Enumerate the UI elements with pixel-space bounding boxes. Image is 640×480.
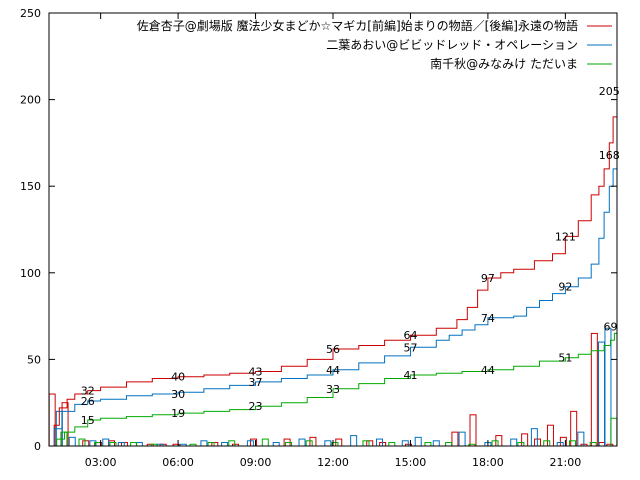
- data-label: 51: [558, 352, 572, 365]
- x-tick-label: 03:00: [85, 456, 117, 469]
- bar: [546, 424, 554, 447]
- bar: [221, 442, 229, 447]
- data-label: 37: [249, 376, 263, 389]
- data-label: 43: [249, 366, 263, 379]
- data-label: 205: [599, 85, 620, 98]
- data-label: 19: [171, 407, 185, 420]
- bar: [451, 431, 459, 447]
- bar: [109, 442, 117, 447]
- bar: [517, 442, 525, 447]
- x-tick-label: 15:00: [395, 456, 427, 469]
- bar: [366, 440, 374, 447]
- bar: [414, 436, 422, 447]
- bar: [362, 440, 370, 447]
- data-label: 32: [81, 385, 95, 398]
- bar: [469, 414, 477, 447]
- bar: [89, 440, 97, 447]
- legend-label: 南千秋@みなみけ ただいま: [430, 56, 578, 71]
- x-axis: 03:00 06:00 09:00 12:00 15:00 18:00 21:00: [85, 13, 581, 469]
- bar: [130, 442, 138, 447]
- legend-label: 二葉あおい@ビビッドレッド・オペレーション: [326, 38, 578, 52]
- data-label: 168: [599, 149, 620, 162]
- data-label: 57: [403, 341, 417, 354]
- bar: [491, 440, 499, 447]
- y-tick-label: 200: [20, 94, 41, 107]
- bar: [211, 442, 219, 447]
- data-label: 30: [171, 388, 185, 401]
- data-label: 69: [604, 320, 618, 333]
- bar: [82, 440, 90, 447]
- bar: [135, 442, 143, 447]
- data-label: 23: [249, 400, 263, 413]
- line-layer: [49, 90, 618, 447]
- bar: [261, 438, 269, 447]
- bar: [543, 440, 551, 447]
- data-label: 64: [403, 329, 417, 342]
- bar: [521, 433, 529, 447]
- data-label: 121: [555, 230, 576, 243]
- bar: [388, 442, 396, 447]
- bar: [610, 417, 618, 447]
- plot-frame: [48, 12, 618, 447]
- bar: [598, 341, 606, 447]
- x-tick-label: 09:00: [240, 456, 272, 469]
- data-label: 44: [326, 364, 340, 377]
- bar: [228, 440, 236, 447]
- bar: [108, 440, 116, 447]
- series-line: [49, 155, 618, 447]
- series-line: [49, 90, 618, 447]
- x-tick-label: 12:00: [317, 456, 349, 469]
- x-tick-label: 06:00: [162, 456, 194, 469]
- bar: [510, 438, 518, 447]
- x-tick-label: 21:00: [550, 456, 582, 469]
- data-label: 40: [171, 371, 185, 384]
- data-label: 97: [481, 272, 495, 285]
- series-line: [49, 326, 618, 447]
- bar: [272, 442, 280, 447]
- data-label: 44: [481, 364, 495, 377]
- bar: [324, 440, 332, 447]
- x-tick-label: 18:00: [472, 456, 504, 469]
- data-label-layer: 32 40 43 56 64 97 121 205 26 30 37 44 57 74 92 168 15 19 2…: [81, 85, 620, 427]
- data-label: 26: [81, 395, 95, 408]
- bar: [200, 440, 208, 447]
- data-label: 33: [326, 383, 340, 396]
- y-tick-label: 250: [20, 7, 41, 20]
- bar: [424, 442, 432, 447]
- legend-label: 佐倉杏子@劇場版 魔法少女まどか☆マギカ[前編]始まりの物語／[後編]永遠の物語: [137, 18, 578, 33]
- y-tick-label: 50: [27, 353, 41, 366]
- y-tick-label: 100: [20, 267, 41, 280]
- legend: 佐倉杏子@劇場版 魔法少女まどか☆マギカ[前編]始まりの物語／[後編]永遠の物語…: [137, 18, 612, 71]
- y-tick-label: 0: [34, 440, 41, 453]
- bar: [285, 442, 293, 447]
- bar: [309, 436, 317, 447]
- data-label: 41: [403, 369, 417, 382]
- bar: [68, 436, 76, 447]
- bar: [445, 442, 453, 447]
- data-label: 92: [558, 281, 572, 294]
- bar: [458, 431, 466, 447]
- bar: [102, 438, 110, 447]
- y-tick-label: 150: [20, 180, 41, 193]
- bar: [207, 442, 215, 447]
- data-label: 56: [326, 343, 340, 356]
- bar: [350, 435, 358, 447]
- bar: [432, 440, 440, 447]
- bar: [298, 438, 306, 447]
- y-axis: 0 50 100 150 200 250: [20, 7, 617, 453]
- bar: [305, 440, 313, 447]
- bar: [78, 438, 86, 447]
- data-label: 15: [81, 414, 95, 427]
- data-label: 74: [481, 312, 495, 325]
